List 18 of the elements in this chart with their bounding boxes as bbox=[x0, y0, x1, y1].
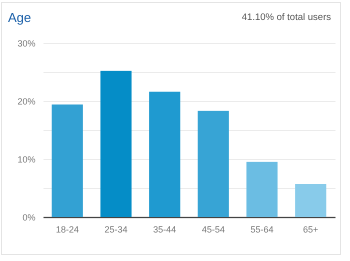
bar bbox=[198, 110, 229, 217]
x-tick-label: 25-34 bbox=[104, 224, 128, 234]
x-tick-label: 65+ bbox=[303, 224, 318, 234]
chart-title: Age bbox=[8, 10, 32, 25]
bar bbox=[52, 104, 83, 217]
y-tick-label: 20% bbox=[17, 96, 36, 106]
bar bbox=[100, 70, 132, 217]
text: 41.10% of total users bbox=[242, 12, 331, 23]
x-tick-label: 55-64 bbox=[250, 224, 274, 234]
y-tick-label: 10% bbox=[17, 154, 36, 164]
bar bbox=[246, 162, 278, 217]
bar bbox=[149, 92, 180, 217]
x-tick-label: 18-24 bbox=[56, 224, 79, 234]
x-tick-label: 45-54 bbox=[202, 224, 225, 234]
y-tick-label: 30% bbox=[17, 38, 36, 48]
y-tick-label: 0% bbox=[22, 212, 36, 222]
x-tick-label: 35-44 bbox=[153, 224, 176, 234]
bar bbox=[295, 184, 326, 217]
